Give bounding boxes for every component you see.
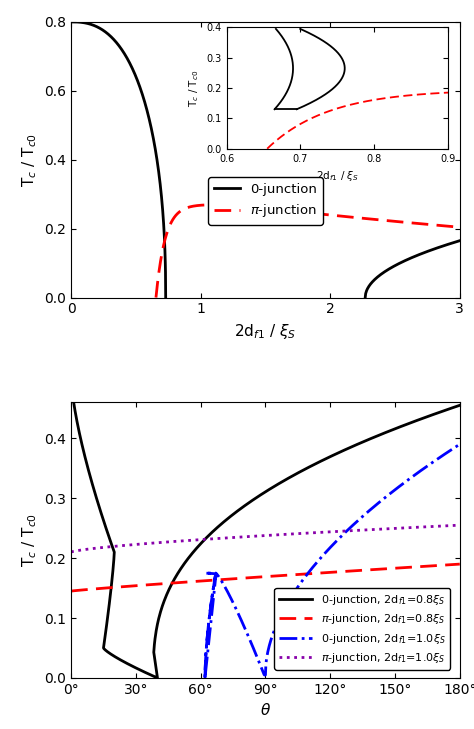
Legend: 0-junction, 2d$_{f1}$=0.8$\xi_S$, $\pi$-junction, 2d$_{f1}$=0.8$\xi_S$, 0-juncti: 0-junction, 2d$_{f1}$=0.8$\xi_S$, $\pi$-… [274,588,450,670]
Legend: 0-junction, $\pi$-junction: 0-junction, $\pi$-junction [208,177,323,225]
Y-axis label: T$_c$ / T$_{c0}$: T$_c$ / T$_{c0}$ [20,133,39,187]
Y-axis label: T$_c$ / T$_{c0}$: T$_c$ / T$_{c0}$ [20,513,39,567]
X-axis label: 2d$_{f1}$ / $\xi_S$: 2d$_{f1}$ / $\xi_S$ [234,322,297,341]
X-axis label: $\theta$: $\theta$ [260,702,271,718]
